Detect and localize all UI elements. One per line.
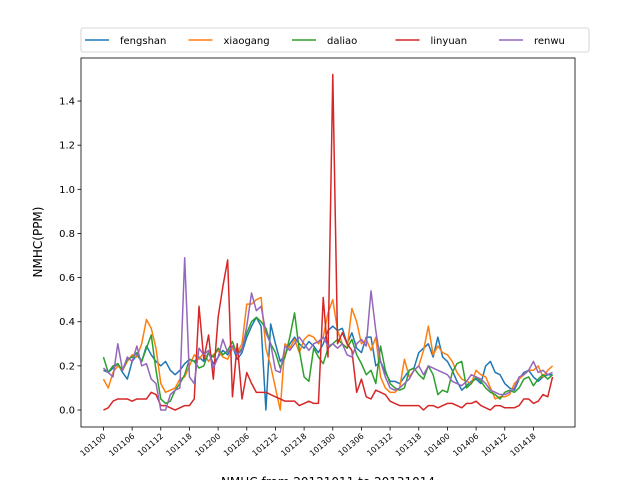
- series-line: [103, 73, 554, 411]
- legend-label: fengshan: [120, 36, 166, 47]
- y-tick-label: 1.2: [59, 141, 75, 152]
- legend-label: linyuan: [431, 36, 468, 47]
- x-axis-label: NMHC from 20121011 to 20131014: [221, 475, 435, 480]
- plot-frame: [80, 57, 576, 428]
- y-axis-label: NMHC(PPM): [31, 207, 45, 278]
- y-tick-label: 1.0: [59, 185, 75, 196]
- y-tick-label: 0.0: [59, 406, 75, 417]
- series-line: [102, 256, 553, 411]
- legend-box: [80, 27, 590, 53]
- legend-label: xiaogang: [224, 36, 270, 47]
- y-tick-label: 1.4: [59, 97, 75, 108]
- legend-label: daliao: [327, 36, 357, 47]
- y-tick-label: 0.8: [59, 229, 75, 240]
- y-tick-label: 0.4: [59, 317, 75, 328]
- y-tick-label: 0.6: [59, 273, 75, 284]
- y-tick-label: 0.2: [59, 361, 75, 372]
- legend-label: renwu: [534, 36, 565, 47]
